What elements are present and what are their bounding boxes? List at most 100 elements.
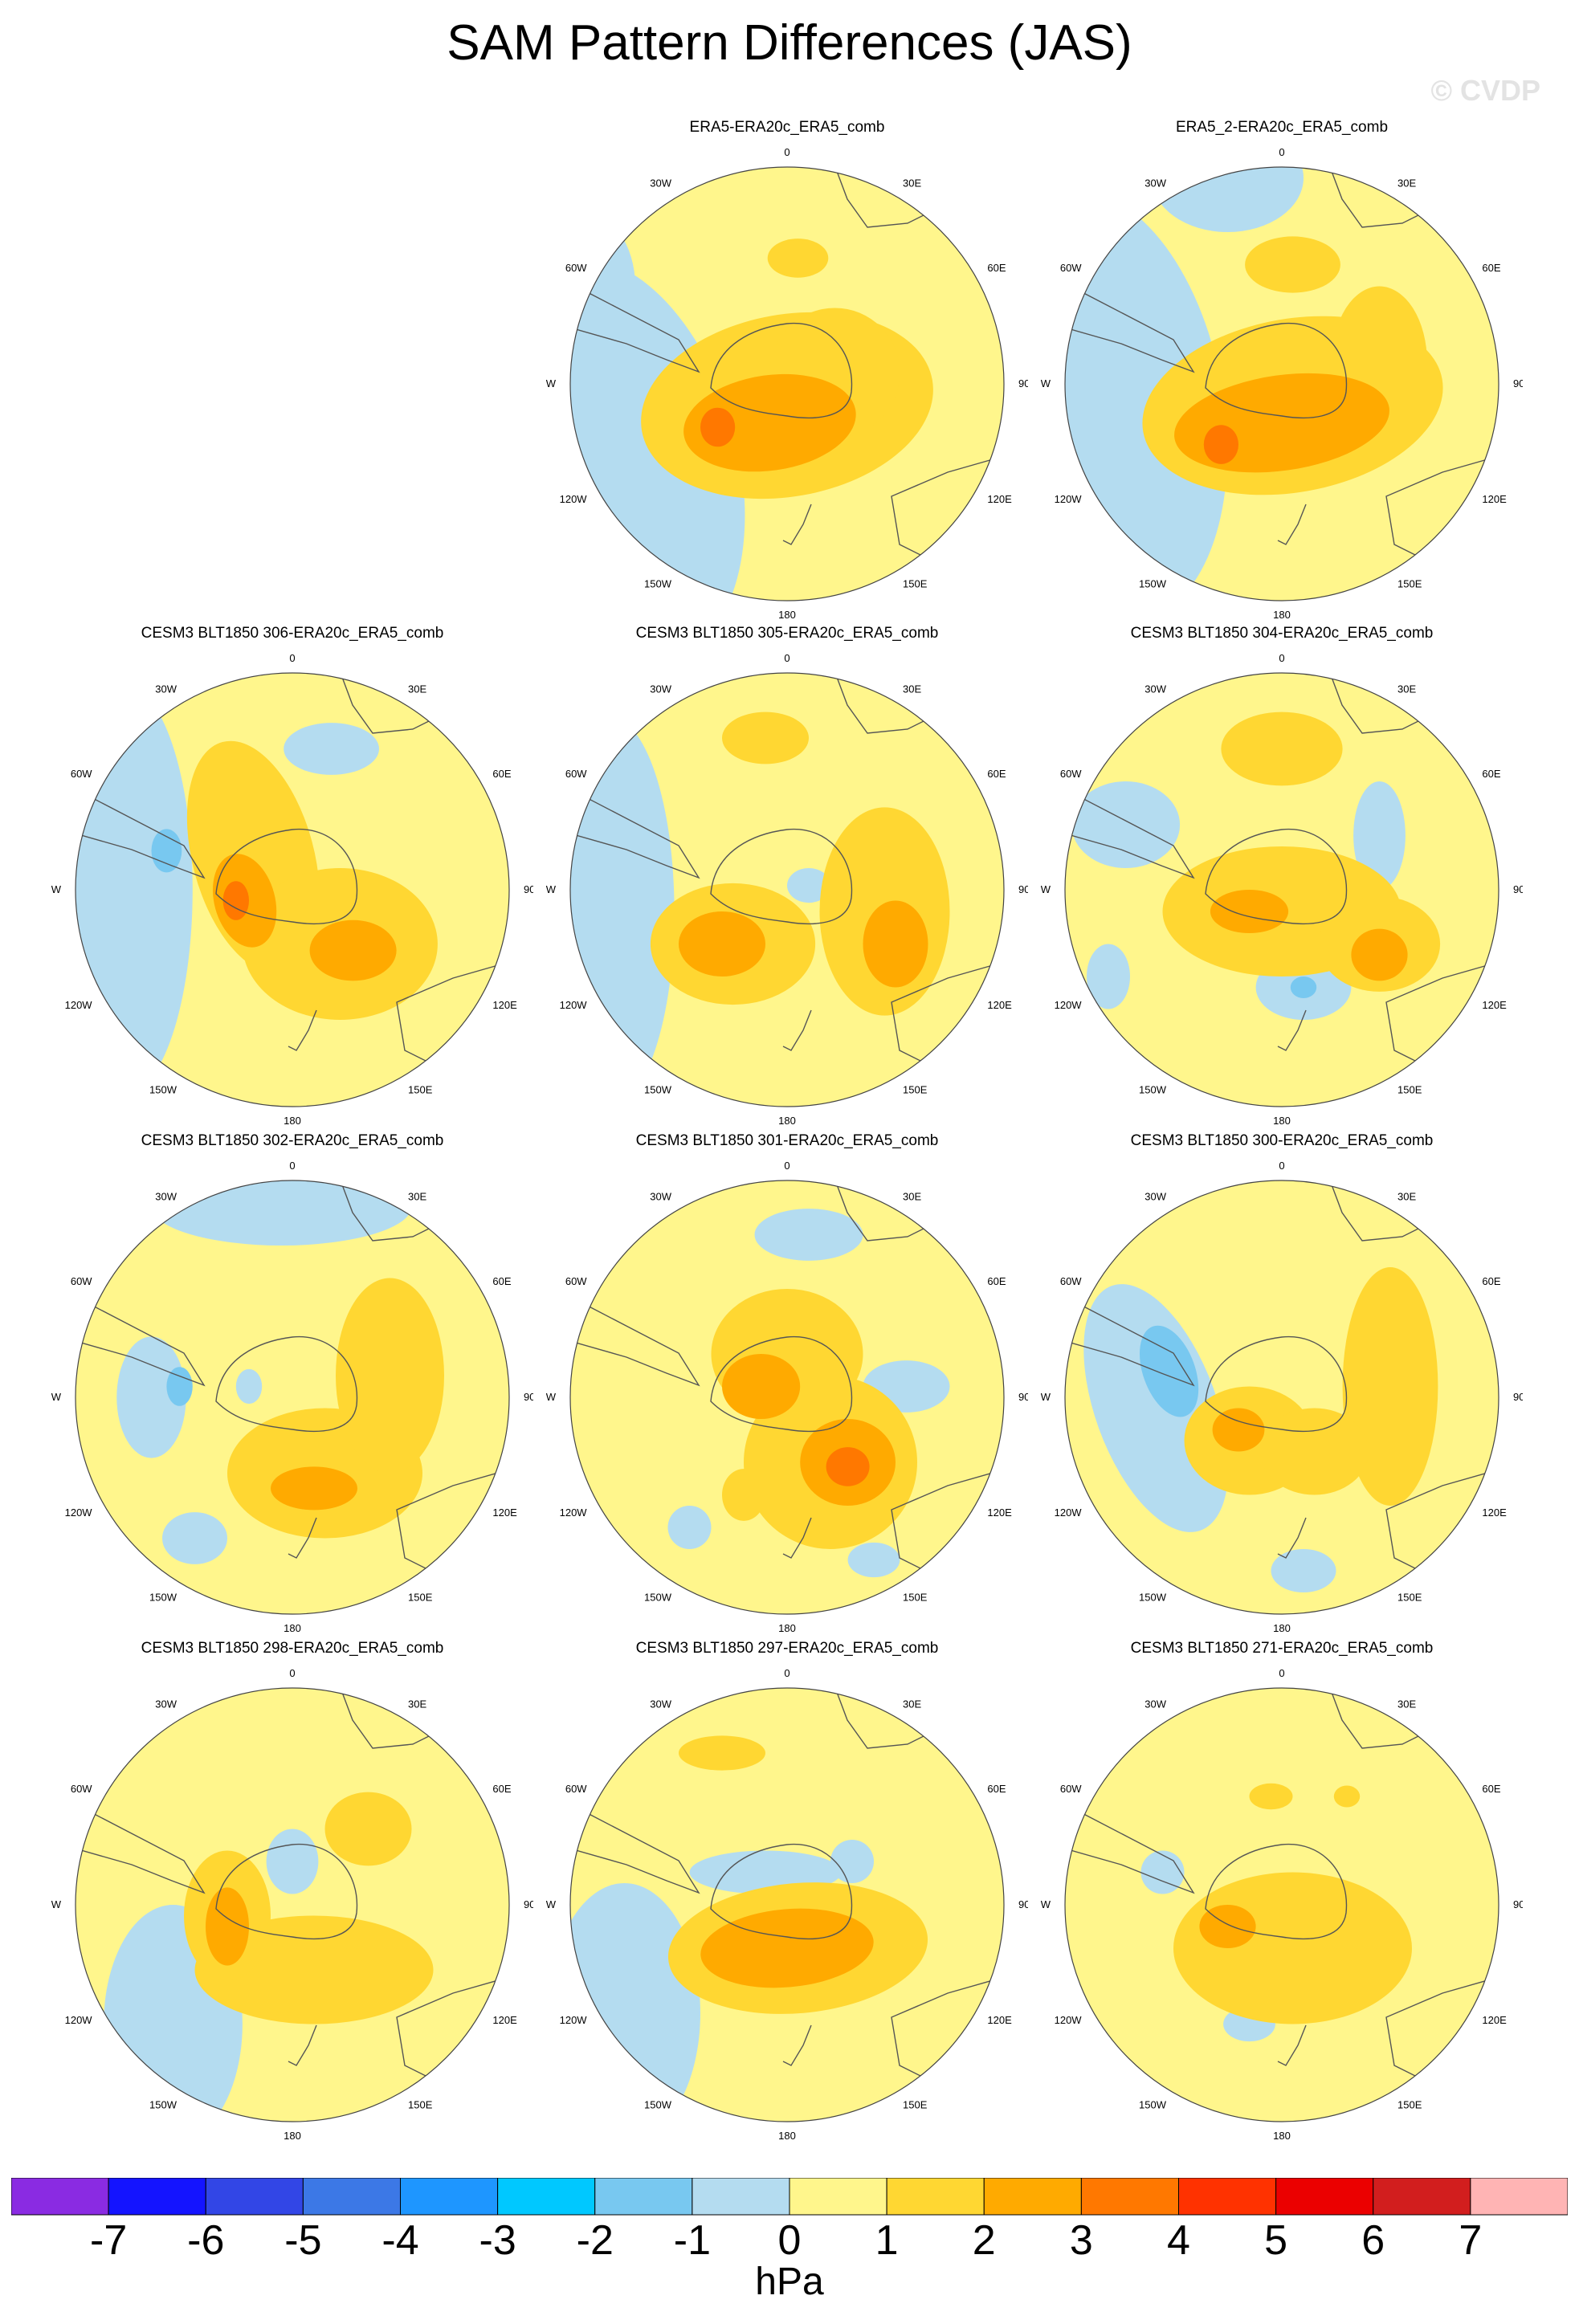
- longitude-label: 60W: [71, 1275, 92, 1287]
- longitude-label: 0: [1279, 146, 1284, 158]
- longitude-label: 180: [778, 1115, 796, 1127]
- longitude-label: 150E: [903, 1591, 928, 1603]
- panel-title: CESM3 BLT1850 304-ERA20c_ERA5_comb: [1130, 625, 1434, 642]
- longitude-label: 0: [289, 652, 295, 664]
- new-zealand-coastline: [782, 504, 812, 545]
- colorbar-tick-label: 2: [972, 2217, 996, 2264]
- contour-fill: [722, 711, 809, 764]
- colorbar-units: hPa: [755, 2261, 824, 2303]
- longitude-label: 150W: [644, 2098, 672, 2110]
- panel-title: CESM3 BLT1850 271-ERA20c_ERA5_comb: [1130, 1640, 1434, 1657]
- longitude-label: 30E: [903, 1698, 921, 1710]
- antarctica-coastline: [1205, 828, 1348, 925]
- africa-coastline: [834, 1688, 940, 1749]
- south-america-coastline: [1065, 1300, 1195, 1387]
- contour-fill: [1173, 1872, 1412, 2024]
- longitude-label: 180: [1273, 1622, 1291, 1634]
- longitude-label: 60E: [987, 1783, 1006, 1795]
- colorbar-swatch: [1275, 2178, 1374, 2216]
- contour-fill: [162, 1512, 227, 1564]
- colorbar-swatch: [1178, 2178, 1277, 2216]
- antarctica-coastline: [710, 1843, 853, 1940]
- antarctica-coastline: [215, 1335, 358, 1433]
- antarctica-coastline: [1205, 1843, 1348, 1940]
- south-america-coastline: [1065, 1808, 1195, 1894]
- contour-fill: [700, 407, 736, 447]
- antarctica-coastline: [1205, 322, 1348, 419]
- polar-stereographic-map: 0 30E 60E 90E 120E 150E 180 150W 120W 90W 60W 30W: [1041, 652, 1523, 1127]
- longitude-label: 30W: [650, 177, 671, 190]
- polar-stereographic-map: 0 30E 60E 90E 120E 150E 180 150W 120W 90W 60W 30W: [546, 146, 1028, 621]
- colorbar-swatch: [1470, 2178, 1568, 2216]
- longitude-label: 90W: [1041, 1898, 1051, 1910]
- south-america-coastline: [1065, 793, 1195, 879]
- colorbar-swatch: [205, 2178, 304, 2216]
- longitude-label: 60W: [71, 1783, 92, 1795]
- africa-coastline: [1329, 1688, 1435, 1749]
- longitude-label: 0: [289, 1667, 295, 1679]
- africa-coastline: [1329, 1180, 1435, 1242]
- contour-fill: [863, 900, 928, 988]
- colorbar-swatch: [789, 2178, 887, 2216]
- contour-fill: [222, 881, 249, 920]
- panel-title: CESM3 BLT1850 300-ERA20c_ERA5_comb: [1130, 1132, 1434, 1149]
- contour-fill: [235, 1368, 263, 1405]
- colorbar-tick-label: 3: [1069, 2217, 1093, 2264]
- contour-fill: [787, 868, 830, 903]
- new-zealand-coastline: [1277, 1517, 1307, 1559]
- longitude-label: 90W: [1041, 883, 1051, 895]
- contour-fill: [284, 723, 379, 775]
- contour-fill: [679, 911, 765, 976]
- map-boundary: [569, 672, 1005, 1107]
- longitude-label: 180: [1273, 609, 1291, 621]
- south-america-coastline: [1065, 287, 1195, 373]
- colorbar-swatch: [108, 2178, 206, 2216]
- new-zealand-coastline: [782, 2024, 812, 2066]
- longitude-label: 60E: [987, 1275, 1006, 1287]
- longitude-label: 180: [284, 1115, 301, 1127]
- polar-stereographic-map: 0 30E 60E 90E 120E 150E 180 150W 120W 90W 60W 30W: [546, 1160, 1028, 1634]
- africa-coastline: [340, 673, 446, 734]
- longitude-label: 0: [784, 1160, 790, 1172]
- polar-stereographic-map: 0 30E 60E 90E 120E 150E 180 150W 120W 90W 60W 30W: [546, 652, 1028, 1127]
- longitude-label: 180: [284, 1622, 301, 1634]
- map-panel: CESM3 BLT1850 298-ERA20c_ERA5_comb 0 30E 60…: [51, 1640, 533, 2146]
- contour-fill: [1203, 425, 1238, 464]
- longitude-label: 120E: [987, 1507, 1012, 1519]
- map-panel: ERA5_2-ERA20c_ERA5_comb 0 30E 60E 90E 120E 150…: [1041, 119, 1523, 625]
- longitude-label: 60E: [492, 768, 511, 780]
- antarctica-coastline: [710, 322, 853, 419]
- longitude-label: 120W: [1055, 1507, 1083, 1519]
- longitude-label: 30W: [650, 1191, 671, 1203]
- longitude-label: 0: [784, 1667, 790, 1679]
- polar-stereographic-map: 0 30E 60E 90E 120E 150E 180 150W 120W 90W 60W 30W: [546, 1667, 1028, 2142]
- panel-title: CESM3 BLT1850 305-ERA20c_ERA5_comb: [635, 625, 939, 642]
- longitude-label: 120W: [65, 2014, 93, 2026]
- longitude-label: 120E: [1482, 493, 1507, 505]
- longitude-label: 120E: [987, 2014, 1012, 2026]
- colorbar-swatch: [1080, 2178, 1179, 2216]
- colorbar-swatch: [497, 2178, 596, 2216]
- map-boundary: [75, 672, 510, 1107]
- new-zealand-coastline: [288, 1517, 317, 1559]
- longitude-label: 120E: [987, 999, 1012, 1011]
- longitude-label: 90E: [1018, 377, 1028, 389]
- new-zealand-coastline: [1277, 1009, 1307, 1051]
- longitude-label: 30E: [408, 1698, 426, 1710]
- longitude-label: 60E: [492, 1783, 511, 1795]
- map-panel: CESM3 BLT1850 300-ERA20c_ERA5_comb 0 30E 60…: [1041, 1132, 1523, 1638]
- longitude-label: 30E: [903, 1191, 921, 1203]
- colorbar-swatch: [11, 2178, 109, 2216]
- longitude-label: 60W: [565, 1783, 587, 1795]
- contour-fill: [75, 683, 193, 1096]
- new-zealand-coastline: [782, 1517, 812, 1559]
- colorbar-swatch: [1373, 2178, 1471, 2216]
- longitude-label: 0: [784, 146, 790, 158]
- contour-fill: [1140, 1850, 1185, 1894]
- south-america-coastline: [570, 793, 700, 879]
- contour-fill: [1290, 976, 1317, 998]
- longitude-label: 120E: [1482, 999, 1507, 1011]
- longitude-label: 30W: [1144, 177, 1166, 190]
- contour-fill: [1139, 1325, 1199, 1417]
- colorbar-swatch: [692, 2178, 790, 2216]
